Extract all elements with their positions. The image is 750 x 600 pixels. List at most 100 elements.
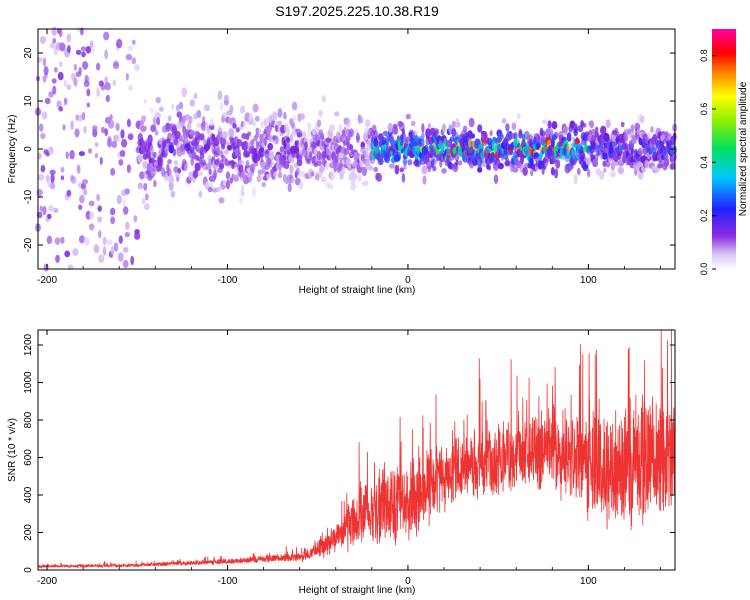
spectrogram-cell [42,205,47,216]
spectrogram-cell [206,136,211,145]
spectrogram-cell [646,153,651,159]
spectrogram-cell [130,255,135,266]
spectrogram-cell [312,128,317,136]
spectrogram-cell [63,98,68,106]
spectrogram-cell [126,164,131,174]
spectrogram-cell [576,167,581,176]
spectrogram-cell [508,149,514,156]
spectrogram-cell [94,153,99,159]
spectrogram-cell [59,42,66,52]
spectrogram-cell [102,236,107,246]
spectrogram-cell [289,164,294,175]
spectrogram-cell [341,166,346,175]
spectrogram-cell [181,87,187,98]
spectrogram-cell [670,162,676,170]
spectrogram-cell [637,171,644,180]
snr-y-tick-label: 200 [23,524,34,541]
spectrogram-x-tick-label: 0 [405,275,411,286]
spectrogram-cell [410,120,416,127]
spectrogram-cell [179,144,186,152]
snr-y-tick-label: 600 [23,449,34,466]
spectrogram-cell [91,44,95,54]
spectrogram-cell [64,250,71,258]
spectrogram-cell [221,111,228,119]
spectrogram-cell [277,108,283,118]
spectrogram-cell [268,134,273,143]
spectrogram-cell [663,138,667,144]
spectrogram-cell [141,198,146,205]
snr-x-tick-label: -100 [217,576,237,587]
spectrogram-cell [108,119,115,129]
spectrogram-cell [234,162,239,172]
spectrogram-cell [352,172,357,181]
spectrogram-cell [368,165,374,171]
spectrogram-cell [104,49,109,60]
spectrogram-cell [539,162,544,169]
spectrogram-cell [184,113,190,121]
spectrogram-cell [554,168,559,179]
spectrogram-cell [209,118,214,127]
spectrogram-cell [351,167,356,174]
spectrogram-cell [405,113,411,120]
spectrogram-cell [518,128,523,135]
snr-y-label: SNR (10 * v/v) [7,418,18,482]
spectrogram-cell [468,117,475,128]
spectrogram-cell [511,122,517,131]
spectrogram-cell [133,215,138,223]
spectrogram-cell [62,124,66,131]
snr-panel: -200 -100 0 100 0 200 400 600 800 1000 1200 Heigh… [7,329,676,596]
spectrogram-cell [338,123,342,133]
spectrogram-cell [44,97,51,105]
spectrogram-cell [512,167,519,173]
spectrogram-cell [401,128,405,136]
spectrogram-cell [580,122,587,128]
spectrogram-cell [487,164,492,171]
spectrogram-cell [122,259,129,269]
spectrogram-cell [171,104,175,110]
spectrogram-cell [150,124,157,133]
spectrogram-cell [51,26,57,36]
spectrogram-cell [422,175,427,185]
spectrogram-cell [356,135,360,143]
spectrogram-cell [143,98,147,104]
spectrogram-cell [261,182,267,188]
spectrogram-cell [452,131,459,138]
spectrogram-cell [646,132,651,138]
spectrogram-cell [122,198,126,207]
spectrogram-cell [304,141,308,151]
spectrogram-cell [223,100,229,106]
spectrogram-cell [497,162,504,170]
spectrogram-cell [325,162,329,171]
spectrogram-cell [277,120,283,127]
spectrogram-cell [359,116,364,124]
spectrogram-cell [167,115,172,122]
spectrogram-cell [147,134,153,145]
spectrogram-cell [283,139,287,149]
spectrogram-cell [493,174,499,185]
spectrogram-cell [83,80,90,88]
colorbar-tick-label: 0.2 [699,209,709,222]
spectrogram-cell [222,180,227,187]
spectrogram-cell [343,126,347,137]
snr-x-ticks: -200 -100 0 100 [37,330,661,587]
spectrogram-cell [302,130,307,140]
spectrogram-cell [299,171,306,178]
spectrogram-cells [34,26,678,272]
spectrogram-cell [313,148,318,156]
spectrogram-cell [221,131,228,139]
spectrogram-cell [659,159,664,166]
spectrogram-cell [547,120,552,129]
spectrogram-cell [250,139,255,146]
spectrogram-cell [113,60,119,67]
snr-y-tick-label: 1000 [23,371,34,394]
spectrogram-cell [42,57,47,67]
spectrogram-cell [59,61,63,67]
spectrogram-cell [321,95,326,103]
spectrogram-cell [57,71,64,81]
spectrogram-cell [456,121,461,128]
spectrogram-cell [67,45,71,53]
spectrogram-cell [84,74,89,84]
spectrogram-cell [189,130,196,136]
spectrogram-cell [333,162,338,173]
spectrogram-cell [111,140,118,148]
